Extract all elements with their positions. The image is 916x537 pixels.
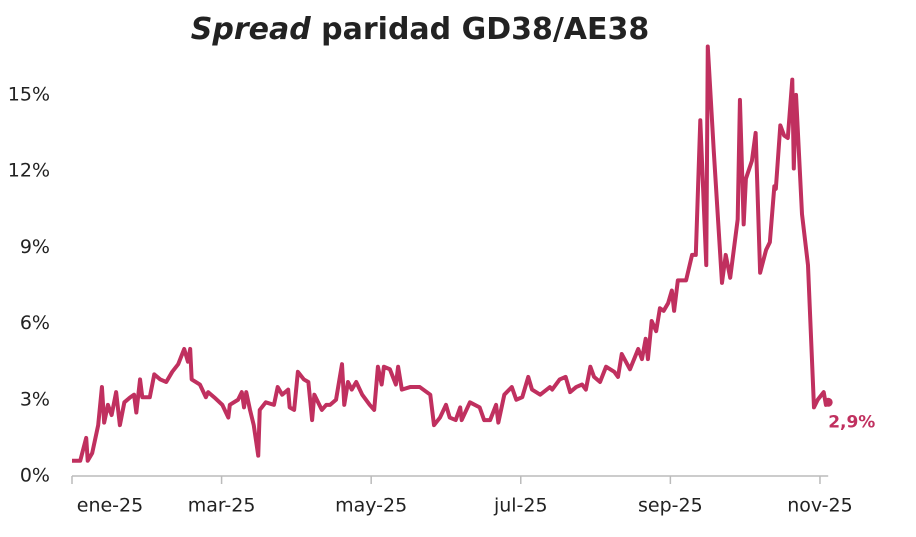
x-tick-label: nov-25	[787, 495, 852, 517]
x-tick-label: jul-25	[493, 495, 548, 517]
x-tick-label: mar-25	[188, 495, 256, 517]
series-line	[72, 44, 830, 463]
y-tick-label: 9%	[20, 236, 50, 258]
y-tick-label: 12%	[8, 160, 50, 182]
x-tick-label: may-25	[335, 495, 407, 517]
y-tick-label: 0%	[20, 465, 50, 487]
x-tick-label: ene-25	[77, 495, 143, 517]
chart-title: Spread paridad GD38/AE38	[191, 12, 650, 47]
y-tick-label: 6%	[20, 312, 50, 334]
end-point	[823, 397, 833, 407]
title-emphasis: Spread	[191, 12, 311, 47]
end-label: 2,9%	[828, 412, 875, 432]
x-tick-label: sep-25	[638, 495, 703, 517]
y-tick-label: 15%	[8, 83, 50, 105]
y-tick-label: 3%	[20, 388, 50, 410]
title-text: paridad GD38/AE38	[321, 12, 649, 47]
